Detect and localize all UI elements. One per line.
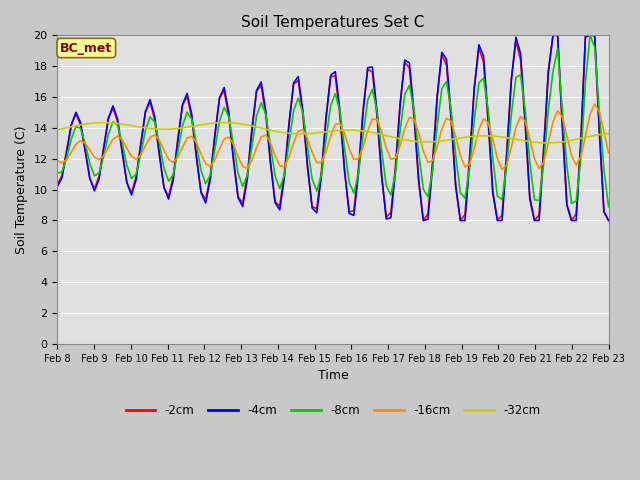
- X-axis label: Time: Time: [317, 369, 348, 382]
- Legend: -2cm, -4cm, -8cm, -16cm, -32cm: -2cm, -4cm, -8cm, -16cm, -32cm: [121, 399, 545, 421]
- Title: Soil Temperatures Set C: Soil Temperatures Set C: [241, 15, 425, 30]
- Y-axis label: Soil Temperature (C): Soil Temperature (C): [15, 125, 28, 254]
- Text: BC_met: BC_met: [60, 41, 113, 55]
